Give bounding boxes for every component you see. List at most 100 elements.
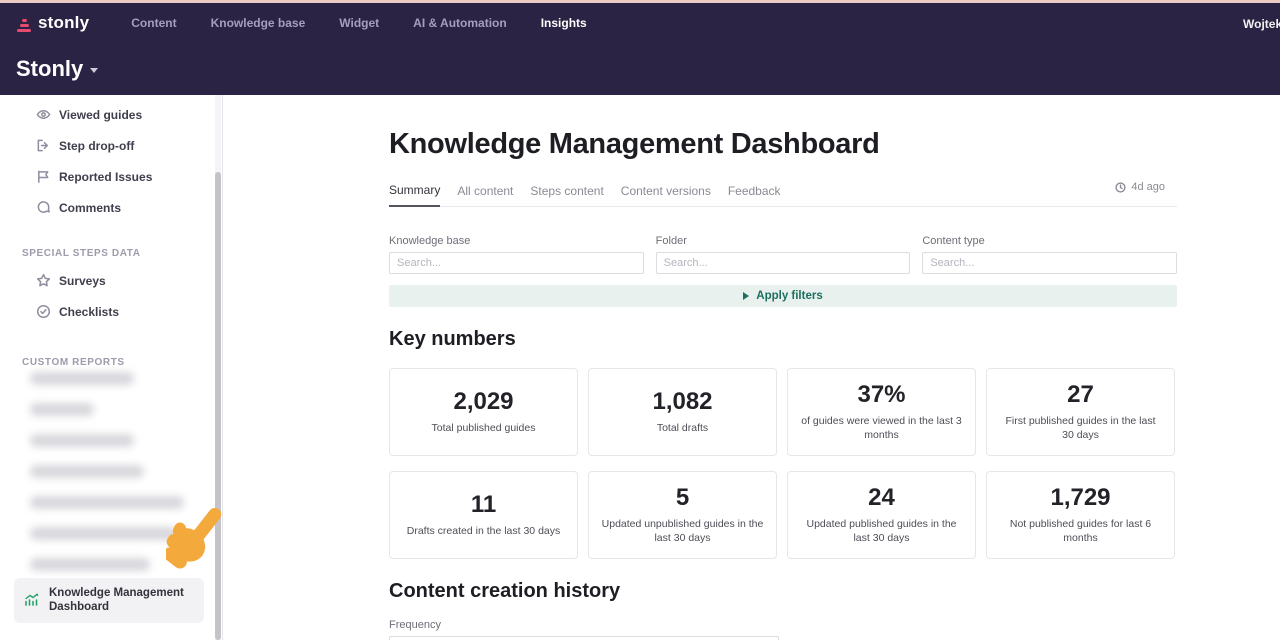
stat-card-updated-published: 24 Updated published guides in the last …	[787, 471, 976, 559]
key-numbers-cards: 2,029 Total published guides 1,082 Total…	[389, 368, 1177, 559]
stat-value: 5	[675, 483, 690, 511]
workspace-selector[interactable]: Stonly	[16, 55, 99, 82]
stat-label: Total drafts	[656, 422, 709, 435]
tab-content-versions[interactable]: Content versions	[620, 184, 711, 198]
clock-icon	[1115, 181, 1126, 193]
sidebar-scrollbar-thumb[interactable]	[215, 172, 221, 640]
redacted-report-item[interactable]	[30, 527, 178, 540]
custom-reports-redacted-list	[30, 372, 184, 589]
sidebar-item-checklists[interactable]: Checklists	[0, 296, 222, 327]
stat-card-updated-unpublished: 5 Updated unpublished guides in the last…	[588, 471, 777, 559]
folder-search-input[interactable]	[655, 252, 911, 274]
knowledge-base-search-input[interactable]	[389, 252, 644, 274]
comment-icon	[37, 201, 50, 213]
stat-value: 37%	[857, 380, 906, 408]
nav-item-knowledge-base[interactable]: Knowledge base	[210, 15, 306, 30]
key-numbers-heading: Key numbers	[389, 328, 516, 350]
tab-feedback[interactable]: Feedback	[727, 184, 781, 198]
last-updated-text: 4d ago	[1131, 181, 1165, 193]
sidebar-item-label: Checklists	[59, 304, 120, 319]
stat-label: Not published guides for last 6 months	[1009, 518, 1152, 545]
top-navigation-bar: stonly Content Knowledge base Widget AI …	[0, 3, 1280, 42]
sidebar-item-label: Comments	[59, 200, 122, 215]
chevron-down-icon	[90, 68, 99, 73]
stat-value: 27	[1067, 380, 1094, 408]
flag-icon	[38, 170, 49, 183]
redacted-report-item[interactable]	[30, 558, 150, 571]
filter-label: Knowledge base	[389, 235, 471, 247]
redacted-report-item[interactable]	[30, 372, 134, 385]
nav-item-insights[interactable]: Insights	[540, 15, 587, 30]
step-exit-icon	[37, 139, 48, 152]
stonly-logo[interactable]: stonly	[16, 13, 105, 33]
ukraine-flag-icon	[92, 14, 105, 23]
workspace-bar: Stonly	[0, 42, 1280, 95]
stat-card-total-published-guides: 2,029 Total published guides	[389, 368, 578, 456]
stat-card-first-published: 27 First published guides in the last 30…	[986, 368, 1175, 456]
nav-item-widget[interactable]: Widget	[339, 15, 380, 30]
redacted-report-item[interactable]	[30, 403, 94, 416]
top-menu: Content Knowledge base Widget AI & Autom…	[131, 16, 586, 30]
sidebar-item-knowledge-management-dashboard[interactable]: Knowledge Management Dashboard	[14, 578, 204, 623]
stonly-logo-icon	[16, 16, 32, 32]
sidebar-section-custom-reports: CUSTOM REPORTS	[22, 357, 125, 368]
trend-chart-icon	[25, 593, 39, 607]
sidebar-item-step-drop-off[interactable]: Step drop-off	[0, 130, 222, 161]
stat-card-drafts-created: 11 Drafts created in the last 30 days	[389, 471, 578, 559]
stat-label: Total published guides	[431, 422, 536, 435]
tab-steps-content[interactable]: Steps content	[530, 184, 604, 198]
filter-content-type: Content type	[922, 235, 1178, 274]
sidebar-item-label: Viewed guides	[59, 107, 143, 122]
user-menu[interactable]: Wojtek K	[1243, 17, 1280, 31]
star-icon	[36, 273, 51, 287]
filter-label: Content type	[922, 235, 985, 247]
filter-label: Folder	[655, 235, 687, 247]
redacted-report-item[interactable]	[30, 496, 184, 509]
filter-folder: Folder	[655, 235, 911, 274]
sidebar-item-viewed-guides[interactable]: Viewed guides	[0, 99, 222, 130]
stat-card-viewed-percentage: 37% of guides were viewed in the last 3 …	[787, 368, 976, 456]
apply-filters-button[interactable]: Apply filters	[389, 285, 1177, 307]
eye-icon	[36, 110, 51, 119]
stat-value: 11	[470, 490, 497, 518]
stat-label: Updated unpublished guides in the last 3…	[601, 518, 764, 545]
sidebar-item-label: Reported Issues	[59, 169, 153, 184]
stat-card-total-drafts: 1,082 Total drafts	[588, 368, 777, 456]
sidebar-section-special-steps-data: SPECIAL STEPS DATA	[22, 248, 141, 259]
stat-label: of guides were viewed in the last 3 mont…	[801, 415, 962, 442]
stat-value: 1,082	[652, 387, 713, 415]
sidebar-item-label: Step drop-off	[59, 138, 135, 153]
stat-card-not-published: 1,729 Not published guides for last 6 mo…	[986, 471, 1175, 559]
apply-filters-label: Apply filters	[756, 290, 823, 302]
stat-label: Updated published guides in the last 30 …	[806, 518, 957, 545]
stat-value: 1,729	[1050, 483, 1111, 511]
redacted-report-item[interactable]	[30, 434, 134, 447]
nav-item-ai-automation[interactable]: AI & Automation	[413, 15, 507, 30]
stat-label: First published guides in the last 30 da…	[1005, 415, 1156, 442]
dashboard-tabs: Summary All content Steps content Conten…	[389, 181, 1177, 207]
dashboard-main: Knowledge Management Dashboard Summary A…	[223, 95, 1280, 640]
nav-item-content[interactable]: Content	[131, 15, 177, 30]
redacted-report-item[interactable]	[30, 465, 144, 478]
page-title: Knowledge Management Dashboard	[389, 128, 880, 160]
sidebar-scrollbar-track[interactable]	[215, 95, 221, 640]
last-updated-badge: 4d ago	[1115, 181, 1165, 193]
sidebar-item-surveys[interactable]: Surveys	[0, 265, 222, 296]
tab-all-content[interactable]: All content	[457, 184, 514, 198]
content-creation-history-heading: Content creation history	[389, 580, 621, 602]
stat-label: Drafts created in the last 30 days	[406, 525, 561, 538]
selected-report-label: Knowledge Management Dashboard	[49, 587, 184, 614]
stonly-logo-text: stonly	[38, 12, 90, 32]
filter-knowledge-base: Knowledge base	[389, 235, 644, 274]
top-accent-strip	[0, 0, 1280, 3]
sidebar-item-reported-issues[interactable]: Reported Issues	[0, 161, 222, 192]
tab-summary[interactable]: Summary	[389, 183, 441, 207]
content-type-search-input[interactable]	[922, 252, 1178, 274]
sidebar-item-comments[interactable]: Comments	[0, 192, 222, 223]
sidebar-item-label: Surveys	[59, 273, 106, 288]
check-circle-icon	[36, 304, 51, 319]
frequency-label: Frequency	[389, 619, 441, 631]
filters-row: Knowledge base Folder Content type	[389, 235, 1178, 274]
workspace-name: Stonly	[16, 55, 84, 81]
frequency-select[interactable]: Monthly	[389, 636, 779, 640]
